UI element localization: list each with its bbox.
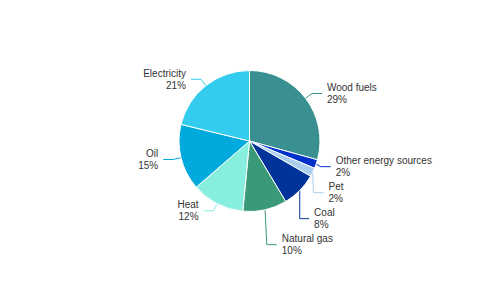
svg-text:8%: 8% bbox=[314, 219, 329, 230]
svg-text:Pet: Pet bbox=[328, 181, 343, 192]
svg-text:12%: 12% bbox=[179, 211, 199, 222]
svg-text:15%: 15% bbox=[138, 160, 158, 171]
svg-text:Wood fuels: Wood fuels bbox=[327, 82, 377, 93]
svg-text:2%: 2% bbox=[328, 193, 343, 204]
svg-text:Electricity: Electricity bbox=[143, 68, 186, 79]
svg-text:Natural gas: Natural gas bbox=[282, 233, 333, 244]
svg-text:2%: 2% bbox=[336, 167, 351, 178]
svg-text:Oil: Oil bbox=[146, 148, 158, 159]
svg-text:21%: 21% bbox=[166, 80, 186, 91]
svg-text:Heat: Heat bbox=[177, 199, 198, 210]
svg-text:29%: 29% bbox=[327, 94, 347, 105]
svg-text:10%: 10% bbox=[282, 245, 302, 256]
svg-text:Other energy sources: Other energy sources bbox=[336, 155, 432, 166]
svg-text:Coal: Coal bbox=[314, 207, 335, 218]
